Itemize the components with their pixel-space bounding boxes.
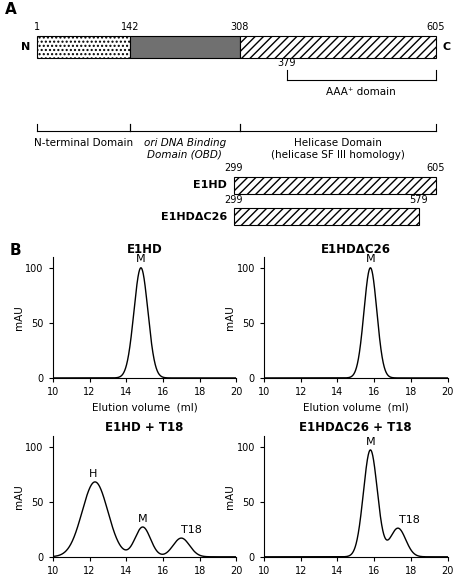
- Title: E1HDΔC26 + T18: E1HDΔC26 + T18: [299, 421, 412, 434]
- Text: ori DNA Binding
Domain (OBD): ori DNA Binding Domain (OBD): [144, 138, 226, 160]
- Text: AAA⁺ domain: AAA⁺ domain: [326, 87, 396, 98]
- Bar: [130, 36, 240, 58]
- Text: 605: 605: [427, 21, 445, 32]
- Text: A: A: [5, 2, 17, 17]
- Text: 579: 579: [409, 195, 428, 205]
- Text: H: H: [89, 469, 97, 478]
- Title: E1HD: E1HD: [127, 242, 162, 256]
- Title: E1HD + T18: E1HD + T18: [106, 421, 184, 434]
- Bar: [37, 36, 130, 58]
- Bar: [234, 177, 436, 194]
- Text: T18: T18: [398, 515, 420, 525]
- Text: 379: 379: [277, 58, 296, 68]
- Text: N-terminal Domain: N-terminal Domain: [34, 138, 133, 148]
- Text: 1: 1: [34, 21, 40, 32]
- X-axis label: Elution volume  (ml): Elution volume (ml): [92, 403, 197, 413]
- Text: C: C: [443, 42, 451, 53]
- Text: 605: 605: [427, 163, 445, 173]
- Y-axis label: mAU: mAU: [225, 305, 235, 329]
- Bar: [240, 36, 436, 58]
- Y-axis label: mAU: mAU: [14, 305, 24, 329]
- Text: 299: 299: [224, 195, 243, 205]
- Y-axis label: mAU: mAU: [225, 484, 235, 508]
- Text: N: N: [21, 42, 30, 53]
- Text: M: M: [366, 254, 375, 264]
- Y-axis label: mAU: mAU: [14, 484, 24, 508]
- Text: E1HD: E1HD: [193, 181, 227, 190]
- Text: M: M: [136, 254, 146, 264]
- Text: M: M: [366, 437, 375, 447]
- Text: T18: T18: [181, 524, 202, 535]
- Text: 299: 299: [224, 163, 243, 173]
- Text: 142: 142: [121, 21, 139, 32]
- Title: E1HDΔC26: E1HDΔC26: [321, 242, 391, 256]
- Text: 308: 308: [230, 21, 249, 32]
- X-axis label: Elution volume  (ml): Elution volume (ml): [303, 403, 409, 413]
- Text: Helicase Domain
(helicase SF III homology): Helicase Domain (helicase SF III homolog…: [271, 138, 405, 160]
- Bar: [234, 208, 419, 226]
- Text: B: B: [9, 243, 21, 258]
- Text: E1HDΔC26: E1HDΔC26: [161, 212, 227, 222]
- Text: M: M: [138, 514, 147, 524]
